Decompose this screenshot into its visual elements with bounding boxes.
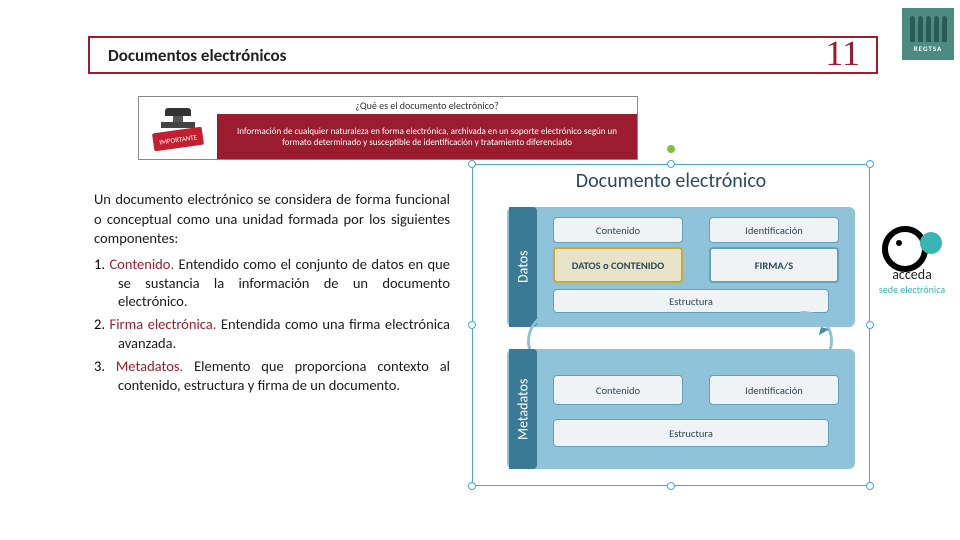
components-list: 1. Contenido. Entendido como el conjunto… (94, 255, 450, 395)
acceda-logo: acceda sede electrónica (874, 222, 950, 296)
header-question: ¿Qué es el documento electrónico? (217, 97, 637, 114)
header-definition: Información de cualquier naturaleza en f… (217, 114, 637, 159)
acceda-subtitle: sede electrónica (874, 283, 950, 296)
cell-datos-contenido: DATOS o CONTENIDO (553, 247, 683, 283)
diagram-title: Documento electrónico (473, 169, 869, 193)
body-text: Un documento electrónico se considera de… (94, 190, 450, 399)
hand-icon (910, 16, 947, 42)
title-bar: Documentos electrónicos 11 (88, 36, 878, 74)
stamp-icon: IMPORTANTE (139, 97, 217, 159)
selection-handle[interactable] (866, 321, 874, 329)
document-diagram: Documento electrónico Datos Contenido Id… (472, 164, 870, 486)
regtsa-label: REGTSA (914, 44, 943, 53)
selection-handle[interactable] (468, 160, 476, 168)
definition-header: IMPORTANTE ¿Qué es el documento electrón… (138, 96, 638, 160)
page-number: 11 (825, 32, 860, 74)
rotation-handle[interactable] (667, 145, 675, 153)
panel-metadatos: Metadatos Contenido Identificación Estru… (507, 349, 855, 469)
vlabel-datos: Datos (509, 207, 537, 327)
panel-datos: Datos Contenido Identificación DATOS o C… (507, 207, 855, 327)
header-text-block: ¿Qué es el documento electrónico? Inform… (217, 97, 637, 159)
list-item: 3. Metadatos. Elemento que proporciona c… (94, 357, 450, 395)
stamp-label: IMPORTANTE (152, 127, 204, 152)
acceda-icon (882, 222, 942, 264)
selection-handle[interactable] (667, 482, 675, 490)
selection-handle[interactable] (468, 482, 476, 490)
cell-contenido: Contenido (553, 217, 683, 243)
list-item: 1. Contenido. Entendido como el conjunto… (94, 255, 450, 312)
cell-estructura: Estructura (553, 289, 829, 313)
list-item: 2. Firma electrónica. Entendida como una… (94, 315, 450, 353)
intro-paragraph: Un documento electrónico se considera de… (94, 190, 450, 249)
selection-handle[interactable] (667, 160, 675, 168)
cell-meta-contenido: Contenido (553, 375, 683, 405)
cell-identificacion: Identificación (709, 217, 839, 243)
selection-handle[interactable] (866, 160, 874, 168)
page-title: Documentos electrónicos (108, 45, 286, 66)
vlabel-metadatos: Metadatos (509, 349, 537, 469)
selection-handle[interactable] (468, 321, 476, 329)
cell-meta-identificacion: Identificación (709, 375, 839, 405)
selection-handle[interactable] (866, 482, 874, 490)
regtsa-logo: REGTSA (902, 8, 954, 60)
cell-meta-estructura: Estructura (553, 419, 829, 447)
cell-firmas: FIRMA/S (709, 247, 839, 283)
